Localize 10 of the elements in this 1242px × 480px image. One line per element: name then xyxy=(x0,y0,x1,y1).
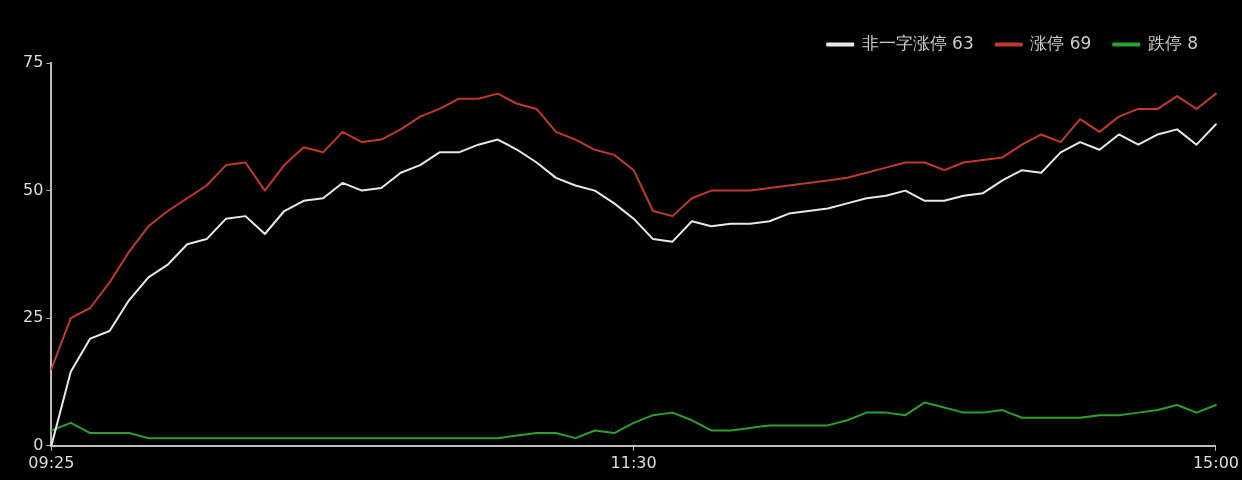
legend-label: 跌停 8 xyxy=(1147,32,1199,53)
y-tick-label: 25 xyxy=(23,307,44,327)
legend-label: 非一字涨停 63 xyxy=(861,32,974,53)
y-tick-label: 50 xyxy=(23,179,44,199)
y-tick-label: 75 xyxy=(23,52,44,72)
x-tick-label: 11:30 xyxy=(610,452,657,472)
legend-label: 涨停 69 xyxy=(1030,32,1092,53)
y-tick-label: 0 xyxy=(33,434,44,454)
x-tick-label: 15:00 xyxy=(1192,452,1239,472)
x-tick-label: 09:25 xyxy=(28,452,75,472)
